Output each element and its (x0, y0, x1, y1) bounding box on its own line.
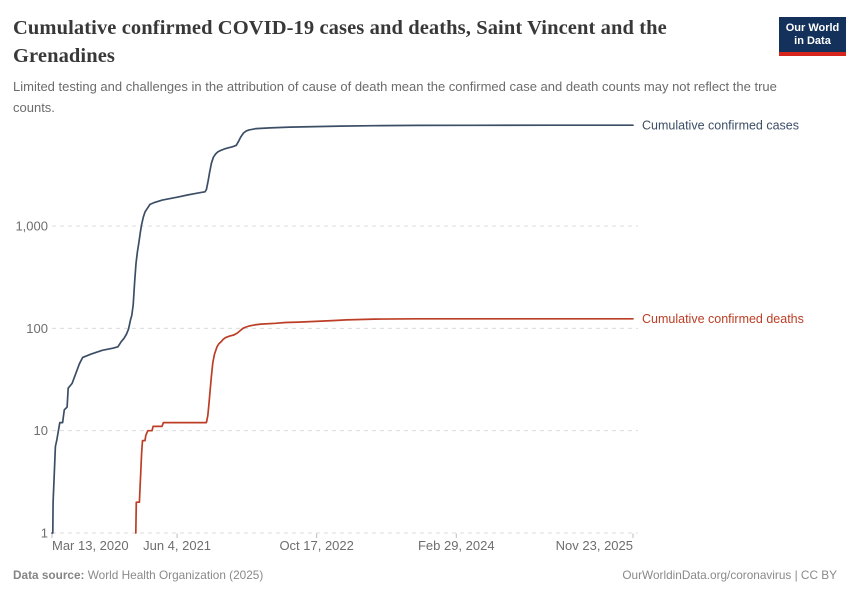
chart-subtitle: Limited testing and challenges in the at… (13, 79, 777, 115)
owid-logo-line1: Our World (785, 21, 840, 34)
cases-line[interactable] (51, 124, 634, 534)
credit-note: OurWorldinData.org/coronavirus | CC BY (622, 568, 837, 582)
y-axis-tick-label: 1 (41, 526, 48, 541)
data-source-text: World Health Organization (2025) (84, 568, 264, 582)
deaths-line[interactable] (134, 317, 634, 534)
x-axis-tick-label: Oct 17, 2022 (279, 538, 353, 553)
owid-logo: Our World in Data (779, 17, 846, 56)
chart-footer: Data source: World Health Organization (… (13, 568, 837, 582)
x-axis-tick-label: Nov 23, 2025 (556, 538, 633, 553)
y-axis-tick-label: 100 (26, 321, 48, 336)
data-source-note: Data source: World Health Organization (… (13, 568, 263, 582)
cases-line-label: Cumulative confirmed cases (642, 118, 799, 132)
y-axis-tick-label: 10 (34, 423, 48, 438)
x-axis-tick-label: Feb 29, 2024 (418, 538, 495, 553)
x-axis-tick-label: Jun 4, 2021 (143, 538, 211, 553)
chart-title: Cumulative confirmed COVID-19 cases and … (13, 17, 667, 67)
y-axis-tick-label: 1,000 (15, 219, 48, 234)
data-source-label: Data source: (13, 568, 85, 582)
owid-logo-line2: in Data (794, 34, 831, 47)
deaths-line-label: Cumulative confirmed deaths (642, 312, 804, 326)
x-axis-tick-label: Mar 13, 2020 (52, 538, 129, 553)
